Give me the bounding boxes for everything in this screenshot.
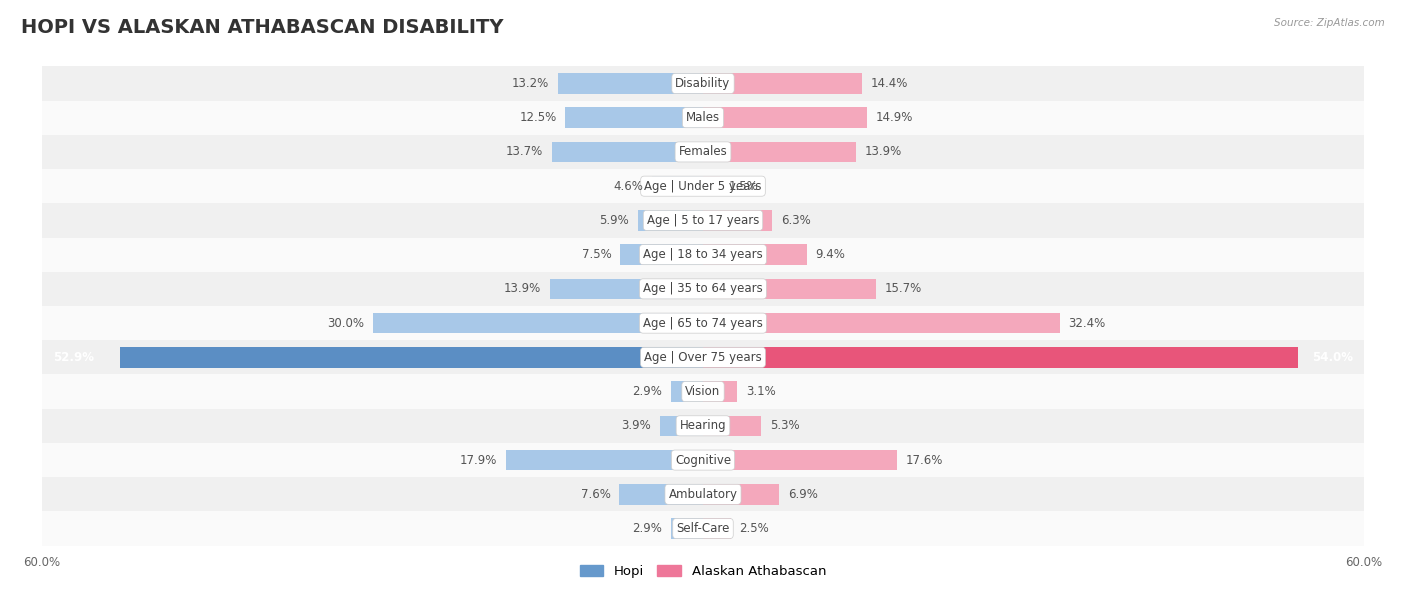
Bar (373, 313, 703, 334)
Bar (42, 443, 1364, 477)
Text: Age | 65 to 74 years: Age | 65 to 74 years (643, 316, 763, 330)
Bar (703, 73, 862, 94)
Text: Age | 18 to 34 years: Age | 18 to 34 years (643, 248, 763, 261)
Text: 6.3%: 6.3% (782, 214, 811, 227)
Text: 17.9%: 17.9% (460, 453, 498, 466)
Text: 9.4%: 9.4% (815, 248, 845, 261)
Text: Ambulatory: Ambulatory (668, 488, 738, 501)
Bar (42, 272, 1364, 306)
Text: Cognitive: Cognitive (675, 453, 731, 466)
Text: 13.7%: 13.7% (506, 146, 543, 159)
Text: 15.7%: 15.7% (884, 282, 922, 296)
Bar (42, 409, 1364, 443)
Bar (42, 135, 1364, 169)
Bar (703, 176, 720, 196)
Text: Age | 35 to 64 years: Age | 35 to 64 years (643, 282, 763, 296)
Text: Age | Over 75 years: Age | Over 75 years (644, 351, 762, 364)
Bar (42, 340, 1364, 375)
Text: 2.5%: 2.5% (740, 522, 769, 535)
Text: 13.9%: 13.9% (503, 282, 541, 296)
Bar (703, 450, 897, 471)
Bar (42, 66, 1364, 100)
Text: Females: Females (679, 146, 727, 159)
Bar (703, 210, 772, 231)
Bar (565, 108, 703, 128)
Bar (42, 306, 1364, 340)
Text: Self-Care: Self-Care (676, 522, 730, 535)
Bar (42, 169, 1364, 203)
Bar (42, 477, 1364, 512)
Bar (703, 278, 876, 299)
Text: Vision: Vision (685, 385, 721, 398)
Bar (42, 203, 1364, 237)
Bar (553, 141, 703, 162)
Text: 13.9%: 13.9% (865, 146, 903, 159)
Legend: Hopi, Alaskan Athabascan: Hopi, Alaskan Athabascan (575, 559, 831, 583)
Bar (703, 381, 737, 402)
Bar (703, 518, 731, 539)
Bar (42, 100, 1364, 135)
Bar (703, 484, 779, 504)
Bar (506, 450, 703, 471)
Bar (619, 484, 703, 504)
Bar (652, 176, 703, 196)
Text: 30.0%: 30.0% (326, 316, 364, 330)
Text: 4.6%: 4.6% (613, 180, 644, 193)
Text: 54.0%: 54.0% (1312, 351, 1353, 364)
Text: 5.9%: 5.9% (599, 214, 630, 227)
Bar (558, 73, 703, 94)
Text: 13.2%: 13.2% (512, 77, 548, 90)
Text: 2.9%: 2.9% (633, 385, 662, 398)
Bar (703, 347, 1298, 368)
Text: Source: ZipAtlas.com: Source: ZipAtlas.com (1274, 18, 1385, 28)
Bar (703, 313, 1060, 334)
Bar (42, 375, 1364, 409)
Bar (550, 278, 703, 299)
Bar (703, 108, 868, 128)
Text: 7.5%: 7.5% (582, 248, 612, 261)
Text: 1.5%: 1.5% (728, 180, 758, 193)
Text: 12.5%: 12.5% (519, 111, 557, 124)
Bar (42, 512, 1364, 546)
Text: 5.3%: 5.3% (770, 419, 800, 432)
Bar (671, 381, 703, 402)
Bar (703, 244, 807, 265)
Bar (703, 416, 762, 436)
Text: 14.4%: 14.4% (870, 77, 908, 90)
Bar (638, 210, 703, 231)
Text: 6.9%: 6.9% (787, 488, 818, 501)
Text: Males: Males (686, 111, 720, 124)
Text: 32.4%: 32.4% (1069, 316, 1107, 330)
Text: 3.9%: 3.9% (621, 419, 651, 432)
Text: Age | Under 5 years: Age | Under 5 years (644, 180, 762, 193)
Text: 7.6%: 7.6% (581, 488, 610, 501)
Bar (671, 518, 703, 539)
Text: Hearing: Hearing (679, 419, 727, 432)
Bar (659, 416, 703, 436)
Bar (42, 237, 1364, 272)
Text: 2.9%: 2.9% (633, 522, 662, 535)
Text: 17.6%: 17.6% (905, 453, 943, 466)
Text: 3.1%: 3.1% (747, 385, 776, 398)
Text: HOPI VS ALASKAN ATHABASCAN DISABILITY: HOPI VS ALASKAN ATHABASCAN DISABILITY (21, 18, 503, 37)
Bar (620, 244, 703, 265)
Text: 52.9%: 52.9% (53, 351, 94, 364)
Text: 14.9%: 14.9% (876, 111, 914, 124)
Bar (703, 141, 856, 162)
Bar (121, 347, 703, 368)
Text: Age | 5 to 17 years: Age | 5 to 17 years (647, 214, 759, 227)
Text: Disability: Disability (675, 77, 731, 90)
